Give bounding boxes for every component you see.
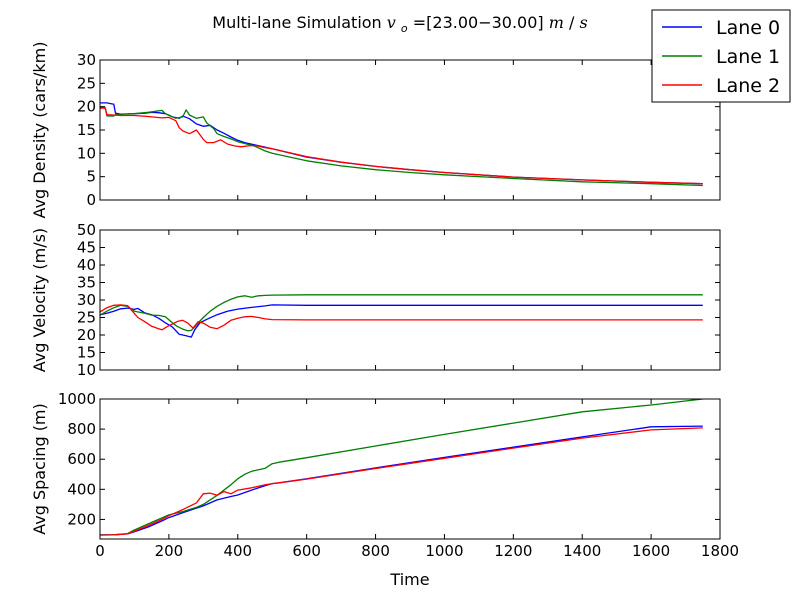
y-tick-label: 25: [77, 74, 96, 92]
y-tick-label: 5: [86, 168, 96, 186]
series-line-lane-1: [100, 399, 703, 536]
y-tick-label: 20: [77, 98, 96, 116]
y-tick-label: 40: [77, 256, 96, 274]
y-tick-label: 1000: [58, 390, 96, 408]
y-tick-label: 10: [77, 361, 96, 379]
x-tick-label: 0: [95, 542, 105, 560]
chart-title: Multi-lane Simulation v o =[23.00−30.00]…: [212, 13, 587, 36]
y-tick-label: 45: [77, 239, 96, 257]
y-tick-label: 50: [77, 221, 96, 239]
x-tick-label: 1000: [425, 542, 463, 560]
y-tick-label: 15: [77, 121, 96, 139]
y-tick-label: 30: [77, 291, 96, 309]
y-tick-label: 25: [77, 309, 96, 327]
y-axis-label: Avg Velocity (m/s): [30, 228, 49, 372]
x-axis-label: Time: [389, 570, 429, 589]
x-tick-label: 1600: [632, 542, 670, 560]
y-tick-label: 10: [77, 144, 96, 162]
y-tick-label: 30: [77, 51, 96, 69]
series-group: [100, 399, 703, 536]
y-tick-label: 20: [77, 326, 96, 344]
x-tick-label: 1400: [563, 542, 601, 560]
y-axis-label: Avg Density (cars/km): [30, 42, 49, 219]
series-line-lane-0: [100, 304, 703, 338]
panel-spacing: 200 400 600 800 1000 0 200 400 600 800 1000 1200 140…: [30, 390, 739, 560]
y-tick-label: 15: [77, 344, 96, 362]
plot-frame: [99, 398, 721, 540]
x-tick-label: 1200: [494, 542, 532, 560]
y-tick-label: 400: [67, 480, 96, 498]
legend-label: Lane 1: [716, 46, 780, 68]
x-tick-label: 600: [292, 542, 321, 560]
panel-density: 0 5 10 15 20 25 30 Avg Density (cars/km): [30, 42, 721, 219]
series-group: [100, 102, 703, 187]
legend-label: Lane 0: [716, 17, 780, 39]
legend: Lane 0 Lane 1 Lane 2: [651, 9, 791, 103]
legend-label: Lane 2: [716, 75, 780, 97]
y-tick-label: 200: [67, 510, 96, 528]
y-tick-label: 0: [86, 191, 96, 209]
series-line-lane-2: [100, 107, 703, 185]
series-line-lane-2: [100, 304, 703, 331]
y-tick-label: 35: [77, 274, 96, 292]
x-tick-label: 400: [223, 542, 252, 560]
y-axis-label: Avg Spacing (m): [30, 403, 49, 535]
x-tick-label: 800: [361, 542, 390, 560]
series-group: [100, 294, 703, 338]
x-tick-label: 1800: [701, 542, 739, 560]
series-line-lane-2: [100, 427, 703, 536]
x-tick-label: 200: [155, 542, 184, 560]
series-line-lane-0: [100, 425, 703, 536]
y-tick-label: 800: [67, 420, 96, 438]
series-line-lane-1: [100, 106, 703, 187]
y-tick-label: 600: [67, 450, 96, 468]
